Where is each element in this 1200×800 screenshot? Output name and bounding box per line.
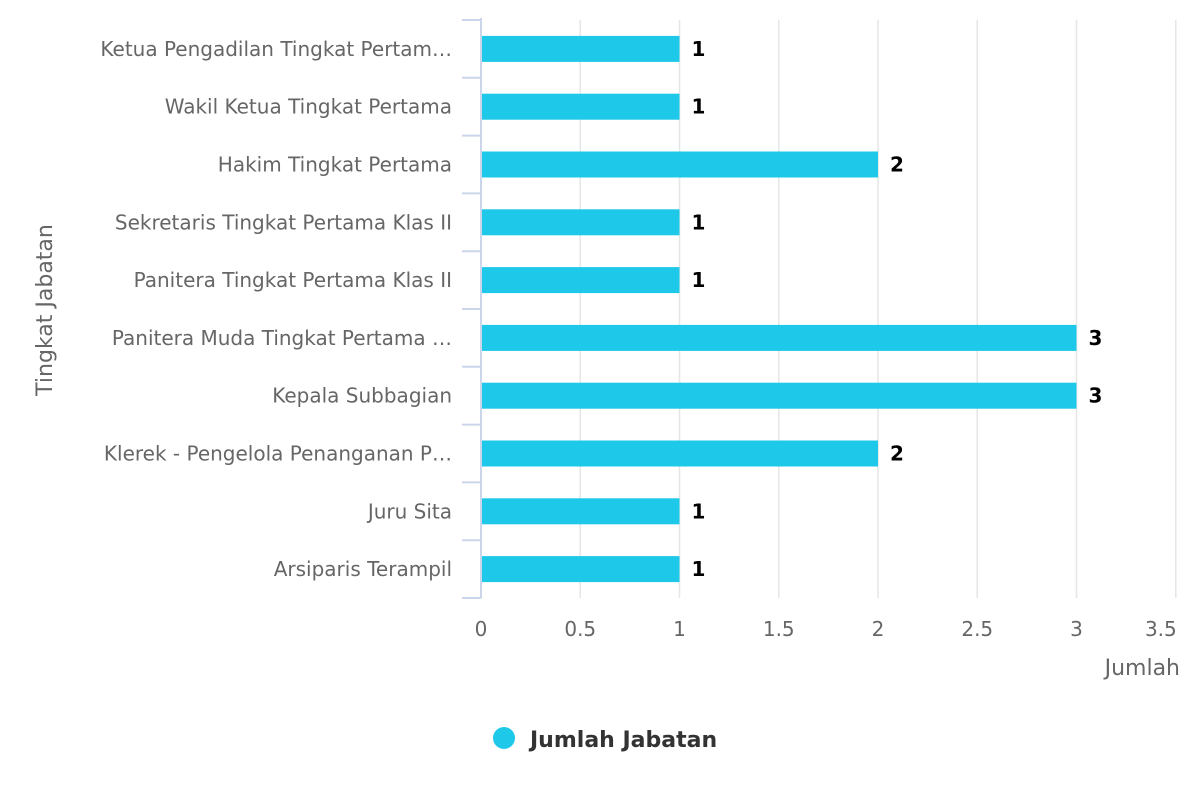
bar-series	[482, 35, 1077, 583]
bar[interactable]	[482, 382, 1077, 409]
value-tick-labels: 0 0.5 1 1.5 2 2.5 3 3.5	[475, 617, 1177, 641]
data-label: 1	[692, 95, 706, 119]
x-tick-label: 2.5	[961, 617, 993, 641]
bar[interactable]	[482, 267, 680, 294]
category-axis	[462, 18, 482, 599]
category-label: Juru Sita	[366, 499, 452, 523]
x-tick-label: 3	[1070, 617, 1083, 641]
category-label: Hakim Tingkat Pertama	[218, 153, 452, 177]
data-label: 1	[692, 37, 706, 61]
y-axis-title: Tingkat Jabatan	[33, 224, 58, 397]
category-label: Klerek - Pengelola Penanganan P…	[104, 442, 452, 466]
legend-label: Jumlah Jabatan	[528, 728, 717, 753]
x-tick-label: 3.5	[1145, 617, 1177, 641]
data-label: 1	[692, 557, 706, 581]
bar[interactable]	[482, 556, 680, 583]
category-label: Wakil Ketua Tingkat Pertama	[165, 95, 452, 119]
legend[interactable]: Jumlah Jabatan	[493, 727, 717, 753]
category-label: Ketua Pengadilan Tingkat Pertam…	[100, 37, 452, 61]
data-label: 3	[1089, 326, 1103, 350]
x-tick-label: 1.5	[763, 617, 795, 641]
data-label: 2	[890, 153, 904, 177]
category-label: Arsiparis Terampil	[274, 557, 452, 581]
bar[interactable]	[482, 209, 680, 236]
x-axis-title: Jumlah	[1103, 656, 1180, 681]
x-tick-label: 0.5	[564, 617, 596, 641]
bar[interactable]	[482, 35, 680, 62]
bar[interactable]	[482, 440, 878, 467]
data-label: 1	[692, 499, 706, 523]
x-tick-label: 0	[475, 617, 488, 641]
category-label: Panitera Muda Tingkat Pertama …	[112, 326, 452, 350]
data-label: 1	[692, 210, 706, 234]
bar[interactable]	[482, 498, 680, 525]
legend-swatch-icon	[493, 727, 515, 749]
x-tick-label: 2	[872, 617, 885, 641]
x-tick-label: 1	[673, 617, 686, 641]
data-label: 1	[692, 268, 706, 292]
bar[interactable]	[482, 324, 1077, 351]
category-label: Panitera Tingkat Pertama Klas II	[134, 268, 452, 292]
bar[interactable]	[482, 151, 878, 178]
data-label: 2	[890, 442, 904, 466]
category-labels: Ketua Pengadilan Tingkat Pertam… Wakil Ke…	[100, 37, 452, 581]
category-label: Sekretaris Tingkat Pertama Klas II	[115, 210, 452, 234]
data-label: 3	[1089, 384, 1103, 408]
category-label: Kepala Subbagian	[272, 384, 452, 408]
data-labels: 1 1 2 1 1 3 3 2 1 1	[692, 37, 1103, 581]
bar[interactable]	[482, 93, 680, 120]
